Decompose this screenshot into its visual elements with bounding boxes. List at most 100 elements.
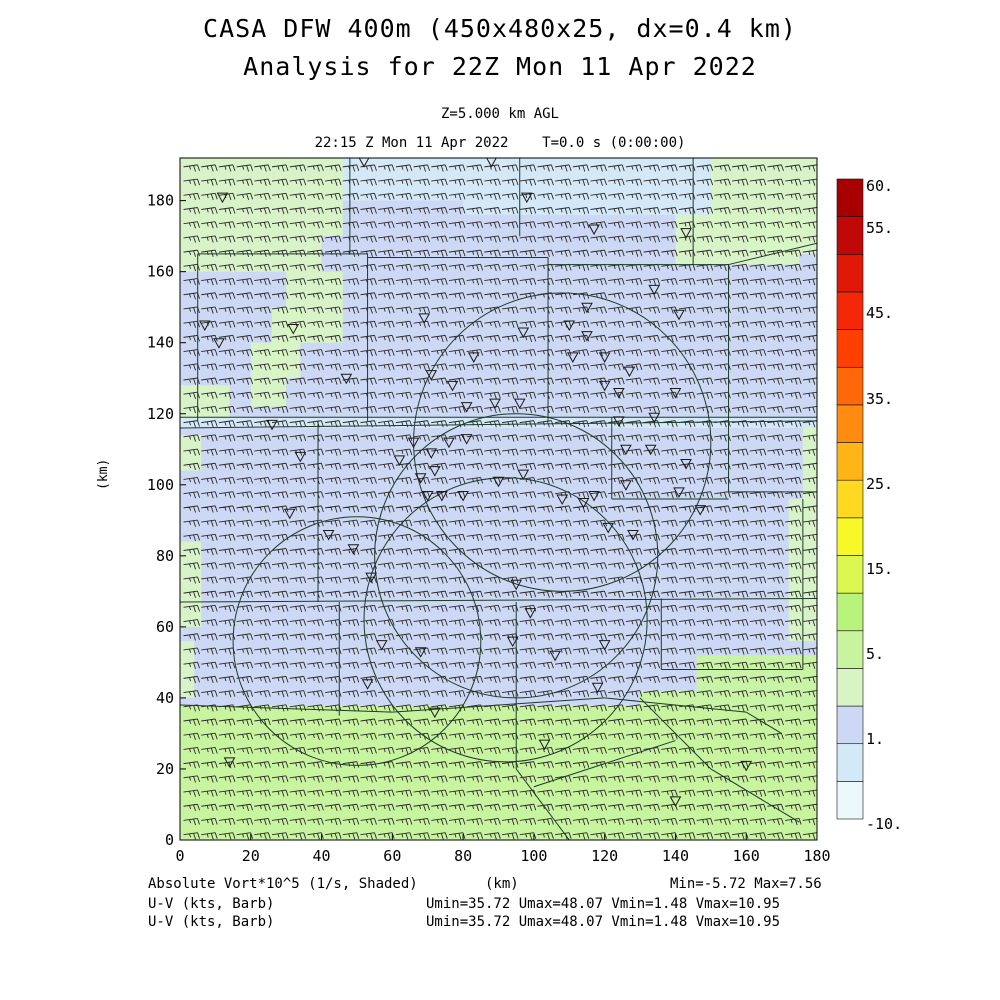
wind-barb: [714, 363, 731, 371]
wind-barb: [413, 391, 430, 399]
station-marker: [358, 158, 370, 168]
wind-barb: [413, 576, 430, 584]
wind-barb: [696, 207, 714, 215]
wind-barb: [378, 562, 395, 570]
wind-barb: [749, 363, 767, 371]
wind-barb: [572, 604, 590, 613]
wind-barb: [218, 164, 236, 172]
wind-barb: [466, 292, 484, 300]
wind-barb: [289, 675, 307, 684]
wind-barb: [661, 405, 678, 414]
wind-barb: [714, 491, 731, 499]
wind-barb: [590, 604, 607, 613]
wind-barb: [802, 263, 817, 272]
wind-barb: [183, 818, 200, 826]
wind-barb: [696, 576, 714, 584]
wind-barb: [342, 462, 360, 470]
wind-barb: [307, 462, 324, 470]
vector-label-2: U-V (kts, Barb): [148, 914, 275, 930]
wind-barb: [661, 604, 678, 613]
wind-barb: [466, 405, 484, 414]
wind-barb: [448, 477, 466, 485]
wind-barb: [254, 675, 271, 684]
wind-barb: [519, 363, 537, 371]
wind-barb: [519, 391, 537, 399]
wind-barb: [378, 690, 395, 698]
wind-barb: [218, 462, 236, 470]
wind-barb: [342, 477, 360, 485]
wind-barb: [395, 803, 413, 811]
wind-barb: [519, 832, 537, 840]
wind-barb: [537, 732, 554, 740]
wind-barb: [678, 761, 696, 769]
station-marker: [620, 444, 632, 456]
wind-barb: [785, 633, 802, 641]
wind-barb: [183, 263, 200, 272]
wind-barb: [201, 732, 218, 740]
wind-barb: [289, 633, 307, 641]
colorbar-swatch: [836, 291, 864, 330]
wind-barb: [271, 647, 289, 655]
wind-barb: [572, 661, 590, 669]
wind-barb: [555, 434, 572, 442]
wind-barb: [413, 562, 430, 570]
wind-barb: [254, 192, 271, 201]
wind-barb: [484, 775, 501, 783]
wind-barb: [395, 576, 413, 584]
wind-barb: [484, 619, 501, 627]
wind-barb: [555, 477, 572, 485]
wind-barb: [413, 320, 430, 328]
wind-barb: [289, 590, 307, 598]
wind-barb: [236, 533, 254, 542]
wind-barb: [749, 519, 767, 527]
wind-barb: [661, 363, 678, 371]
wind-barb: [307, 391, 324, 399]
wind-barb: [732, 832, 749, 840]
wind-barb: [395, 661, 413, 669]
wind-barb: [201, 192, 218, 201]
wind-barb: [785, 448, 802, 456]
wind-barb: [254, 562, 271, 570]
wind-barb: [360, 775, 377, 783]
wind-barb: [802, 334, 817, 343]
wind-barb: [572, 391, 590, 399]
wind-barb: [572, 533, 590, 542]
wind-barb: [360, 633, 377, 641]
wind-barb: [661, 775, 678, 783]
wind-barb: [537, 334, 554, 343]
colorbar-label: 60.: [866, 177, 893, 195]
wind-barb: [395, 235, 413, 243]
wind-barb: [714, 192, 731, 201]
wind-barb: [678, 178, 696, 186]
wind-barb: [590, 548, 607, 556]
wind-barb: [661, 548, 678, 556]
wind-barb: [678, 192, 696, 201]
wind-barb: [555, 505, 572, 513]
wind-barb: [767, 789, 784, 797]
wind-barb: [537, 775, 554, 783]
wind-barb: [289, 832, 307, 840]
wind-barb: [608, 207, 625, 215]
wind-barb: [218, 633, 236, 641]
wind-barb: [643, 576, 661, 584]
station-marker: [644, 444, 657, 456]
wind-barb: [218, 278, 236, 286]
wind-barb: [325, 320, 342, 328]
wind-barb: [714, 235, 731, 243]
station-marker: [216, 192, 229, 204]
wind-barb: [537, 633, 554, 641]
wind-barb: [625, 420, 643, 428]
colorbar-label: -10.: [866, 815, 902, 833]
wind-barb: [802, 832, 817, 840]
wind-barb: [218, 818, 236, 826]
wind-barb: [378, 818, 395, 826]
wind-barb: [448, 519, 466, 527]
wind-barb: [254, 235, 271, 243]
wind-barb: [785, 505, 802, 513]
wind-barb: [519, 320, 537, 328]
wind-barb: [254, 263, 271, 272]
wind-barb: [749, 249, 767, 257]
wind-barb: [342, 363, 360, 371]
wind-barb: [342, 832, 360, 840]
station-marker: [598, 352, 611, 363]
